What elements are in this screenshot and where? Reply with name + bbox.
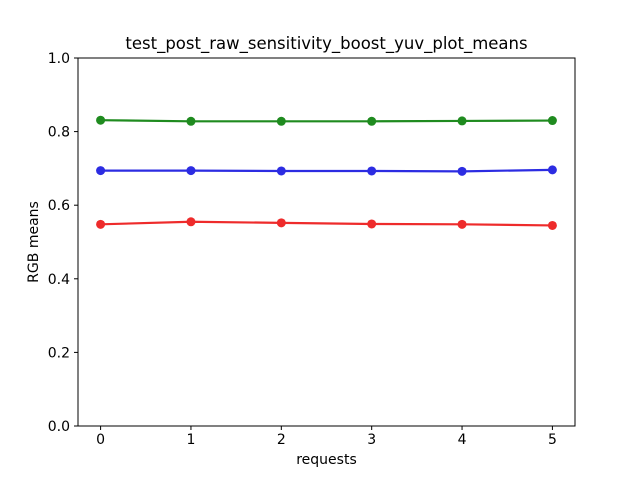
series-line-green [100, 119, 553, 123]
data-point-blue [186, 166, 196, 176]
data-point-red [276, 218, 286, 228]
y-axis-label: RGB means [26, 201, 42, 283]
y-tick-label: 0.6 [48, 198, 70, 214]
x-axis-label: requests [296, 452, 357, 468]
y-tick-label: 1.0 [48, 51, 70, 67]
y-tick-label: 0.0 [48, 419, 70, 435]
data-point-green [367, 116, 377, 126]
axes-frame [77, 57, 576, 427]
data-point-blue [367, 166, 377, 176]
series-line-blue [100, 168, 553, 173]
y-axis-ticks: 0.0 0.2 0.4 0.6 0.8 1.0 [48, 51, 78, 435]
data-point-red [547, 220, 557, 230]
x-tick-label: 5 [548, 432, 557, 448]
series-green [96, 115, 557, 126]
data-point-blue [276, 166, 286, 176]
data-point-green [276, 116, 286, 126]
x-tick-label: 3 [367, 432, 376, 448]
data-point-blue [96, 166, 106, 176]
data-series [96, 115, 557, 230]
chart-title: test_post_raw_sensitivity_boost_yuv_plot… [125, 34, 527, 54]
data-point-green [547, 116, 557, 126]
data-point-red [367, 219, 377, 229]
x-axis-ticks: 0 1 2 3 4 5 [96, 426, 557, 448]
data-point-red [96, 219, 106, 229]
data-point-green [457, 116, 467, 126]
y-tick-label: 0.2 [48, 345, 70, 361]
x-tick-label: 2 [277, 432, 286, 448]
series-blue [96, 165, 557, 176]
data-point-green [186, 116, 196, 126]
y-tick-label: 0.4 [48, 272, 70, 288]
x-tick-label: 0 [96, 432, 105, 448]
data-point-red [186, 217, 196, 227]
data-point-green [96, 115, 106, 125]
data-point-blue [547, 165, 557, 175]
y-tick-label: 0.8 [48, 125, 70, 141]
data-point-red [457, 219, 467, 229]
data-point-blue [457, 166, 467, 176]
x-tick-label: 1 [186, 432, 195, 448]
series-red [96, 217, 557, 230]
x-tick-label: 4 [458, 432, 467, 448]
series-line-red [100, 220, 553, 227]
